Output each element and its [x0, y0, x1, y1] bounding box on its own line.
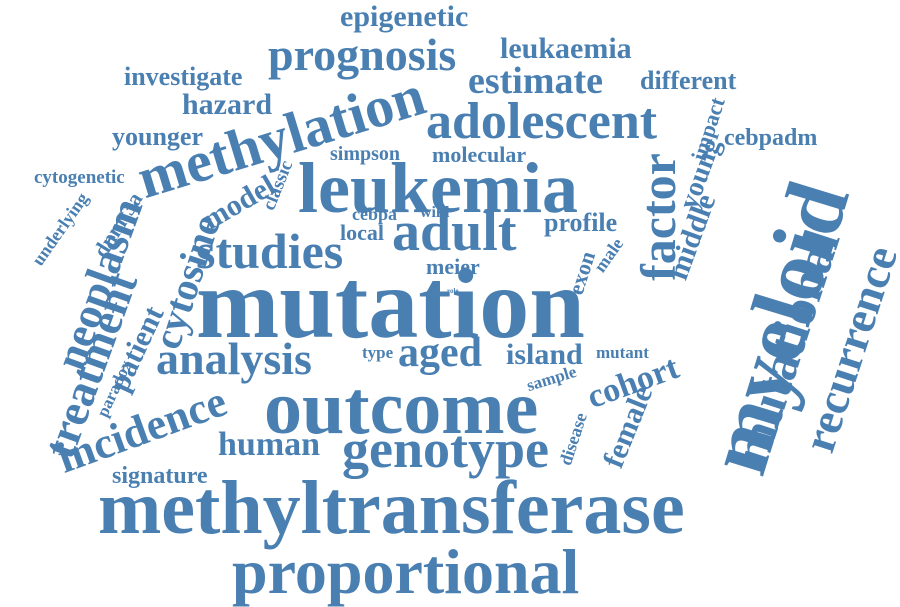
- word-cytogenetic: cytogenetic: [34, 167, 125, 188]
- word-island: island: [506, 338, 583, 371]
- word-human: human: [218, 426, 321, 463]
- word-local: local: [340, 220, 384, 245]
- word-male: male: [589, 234, 628, 276]
- word-analysis: analysis: [156, 333, 312, 384]
- word-simpson: simpson: [330, 143, 401, 165]
- word-proportional: proportional: [232, 536, 580, 607]
- word-different: different: [640, 66, 737, 95]
- word-aged: aged: [398, 330, 482, 376]
- word-outcome: outcome: [264, 366, 539, 450]
- word-signature: signature: [112, 463, 208, 489]
- word-adult: adult: [392, 201, 517, 263]
- word-studies: studies: [196, 223, 344, 279]
- word-type: type: [362, 343, 394, 362]
- word-disease: disease: [555, 410, 591, 468]
- word-cebpadm: cebpadm: [724, 125, 818, 151]
- word-leukemia: leukemia: [298, 148, 578, 228]
- word-meier: meier: [426, 254, 480, 279]
- word-mutant: mutant: [596, 343, 649, 362]
- word-profile: profile: [544, 208, 618, 237]
- word-methyltransferase: methyltransferase: [98, 466, 685, 550]
- word-wild: wild: [420, 204, 450, 221]
- word-role: role: [447, 287, 459, 295]
- word-estimate: estimate: [468, 60, 604, 102]
- word-adolescent: adolescent: [426, 93, 658, 150]
- word-prognosis: prognosis: [268, 29, 457, 80]
- word-epigenetic: epigenetic: [340, 0, 469, 33]
- word-genotype: genotype: [342, 419, 549, 479]
- word-leukaemia: leukaemia: [500, 32, 632, 65]
- word-younger: younger: [112, 122, 203, 151]
- word-hazard: hazard: [182, 88, 272, 121]
- word-cebpa: cebpa: [352, 204, 397, 224]
- word-investigate: investigate: [124, 62, 243, 91]
- word-mutation: mutation: [196, 248, 585, 359]
- word-molecular: molecular: [432, 142, 527, 167]
